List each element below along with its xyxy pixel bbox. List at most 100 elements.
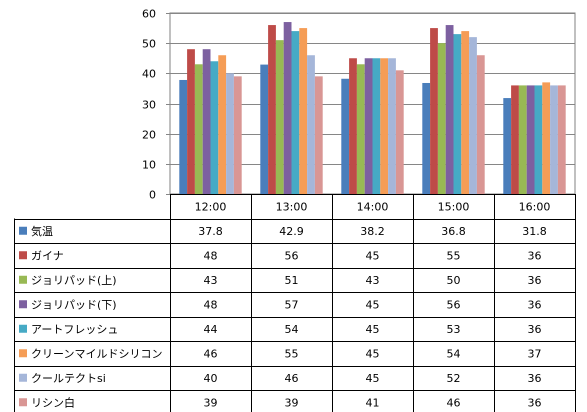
bar [233, 76, 242, 194]
legend-key [19, 324, 27, 333]
legend-label: ジョリパッド(下) [31, 298, 117, 311]
bar [291, 31, 300, 194]
legend-key [19, 398, 27, 407]
data-label: 36 [528, 298, 542, 311]
data-label: 55 [285, 347, 299, 360]
legend-label: リシン白 [31, 395, 75, 409]
data-label: 38.2 [360, 225, 385, 238]
legend-key [19, 251, 27, 260]
data-label: 45 [366, 298, 380, 311]
x-tick-label: 16:00 [519, 200, 551, 213]
bar [283, 22, 292, 194]
data-label: 56 [447, 298, 461, 311]
y-tick-label: 50 [142, 38, 156, 51]
legend-key [19, 373, 27, 382]
bar [210, 61, 219, 195]
data-label: 43 [366, 274, 380, 287]
data-label: 50 [447, 274, 461, 287]
y-tick-label: 0 [149, 189, 156, 202]
data-label: 45 [366, 347, 380, 360]
bar [476, 55, 485, 194]
data-label: 45 [366, 249, 380, 262]
data-label: 56 [285, 249, 299, 262]
data-label: 44 [204, 323, 218, 336]
legend-label: クリーンマイルドシリコン [31, 347, 162, 360]
legend-key [19, 349, 27, 358]
bar [194, 64, 203, 195]
bar [202, 49, 211, 195]
bar [388, 58, 396, 194]
bar [341, 78, 350, 194]
data-label: 39 [285, 396, 299, 409]
data-label: 36.8 [441, 225, 466, 238]
bar [511, 85, 519, 194]
bar [226, 73, 234, 194]
legend-key [19, 275, 27, 284]
data-label: 46 [204, 347, 218, 360]
bar [526, 85, 535, 194]
data-label: 46 [285, 372, 299, 385]
bar [356, 64, 365, 195]
bar [349, 58, 357, 194]
data-label: 45 [366, 372, 380, 385]
x-tick-label: 15:00 [438, 200, 470, 213]
data-label: 36 [528, 396, 542, 409]
bar [275, 40, 284, 195]
bar [179, 79, 188, 194]
data-label: 48 [204, 298, 218, 311]
data-label: 53 [447, 323, 461, 336]
bar [445, 25, 454, 194]
data-label: 39 [204, 396, 218, 409]
bar [422, 82, 431, 194]
bar [557, 85, 566, 194]
legend-label: ジョリパッド(上) [31, 274, 117, 287]
legend-label: ガイナ [31, 249, 64, 262]
bar [380, 58, 389, 194]
data-label: 54 [285, 323, 299, 336]
legend-label: アートフレッシュ [31, 323, 118, 336]
bar [461, 31, 470, 194]
x-tick-label: 12:00 [195, 200, 227, 213]
bar [187, 49, 195, 195]
data-label: 41 [366, 396, 380, 409]
data-label: 45 [366, 323, 380, 336]
y-tick-label: 60 [142, 8, 156, 21]
data-label: 52 [447, 372, 461, 385]
data-label: 57 [285, 298, 299, 311]
bar [395, 70, 404, 194]
legend-label: 気温 [31, 224, 53, 238]
data-label: 42.9 [279, 225, 304, 238]
bar [268, 25, 276, 194]
data-label: 55 [447, 249, 461, 262]
y-tick-label: 20 [142, 129, 156, 142]
data-label: 54 [447, 347, 461, 360]
legend-key [19, 300, 27, 309]
bar [260, 64, 269, 195]
bar [437, 43, 446, 194]
bar [430, 28, 438, 195]
bar [518, 85, 527, 194]
data-label: 37.8 [198, 225, 223, 238]
data-label: 51 [285, 274, 299, 287]
bar [299, 28, 308, 195]
y-tick-label: 40 [142, 68, 156, 81]
data-label: 37 [528, 347, 542, 360]
bar [364, 58, 373, 194]
x-tick-label: 13:00 [276, 200, 308, 213]
data-label: 36 [528, 323, 542, 336]
data-label: 36 [528, 274, 542, 287]
legend-label: クールテクトsi [31, 372, 106, 385]
data-label: 36 [528, 372, 542, 385]
bar [503, 98, 512, 194]
bar [469, 37, 477, 195]
bar [453, 34, 462, 194]
bar [372, 58, 381, 194]
bar [550, 85, 558, 194]
legend-key [19, 226, 27, 235]
x-tick-label: 14:00 [357, 200, 389, 213]
bar [314, 76, 323, 194]
data-label: 46 [447, 396, 461, 409]
y-tick-label: 30 [142, 99, 156, 112]
data-label: 36 [528, 249, 542, 262]
